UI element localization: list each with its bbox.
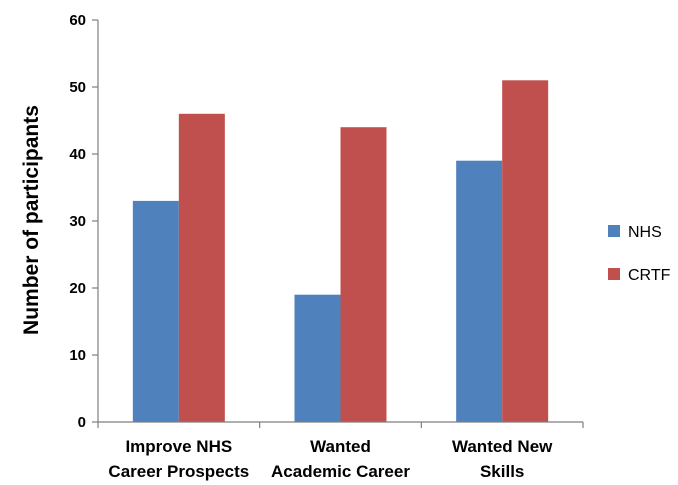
legend-label-crtf: CRTF: [628, 267, 671, 284]
x-tick-label: Wanted New: [452, 437, 553, 456]
bar-crtf-1: [178, 113, 225, 423]
x-tick-label: Career Prospects: [108, 462, 249, 481]
y-tick-label: 60: [69, 12, 86, 29]
x-tick-label: Academic Career: [271, 462, 410, 481]
x-tick-label: Improve NHS: [125, 437, 232, 456]
y-tick-label: 20: [69, 280, 86, 297]
x-tick-label: Skills: [480, 462, 524, 481]
bar-crtf-3: [502, 80, 549, 423]
x-tick-label: Wanted: [310, 437, 371, 456]
y-axis-label: Number of participants: [20, 105, 43, 335]
y-tick-label: 40: [69, 146, 86, 163]
legend-swatch-crtf: [608, 268, 620, 280]
y-tick-label: 50: [69, 79, 86, 96]
bar-nhs-1: [132, 200, 179, 422]
legend-label-nhs: NHS: [628, 224, 662, 241]
bar-crtf-2: [340, 127, 387, 422]
y-tick-label: 10: [69, 347, 86, 364]
bar-nhs-3: [456, 160, 503, 422]
y-tick-label: 0: [78, 414, 86, 431]
bar-nhs-2: [294, 294, 341, 422]
legend: NHS CRTF: [608, 224, 671, 284]
y-tick-label: 30: [69, 213, 86, 230]
plot-area: 0 10 20 30 40 50 60 Improve NHS Career Prospects…: [69, 12, 584, 481]
legend-swatch-nhs: [608, 225, 620, 237]
